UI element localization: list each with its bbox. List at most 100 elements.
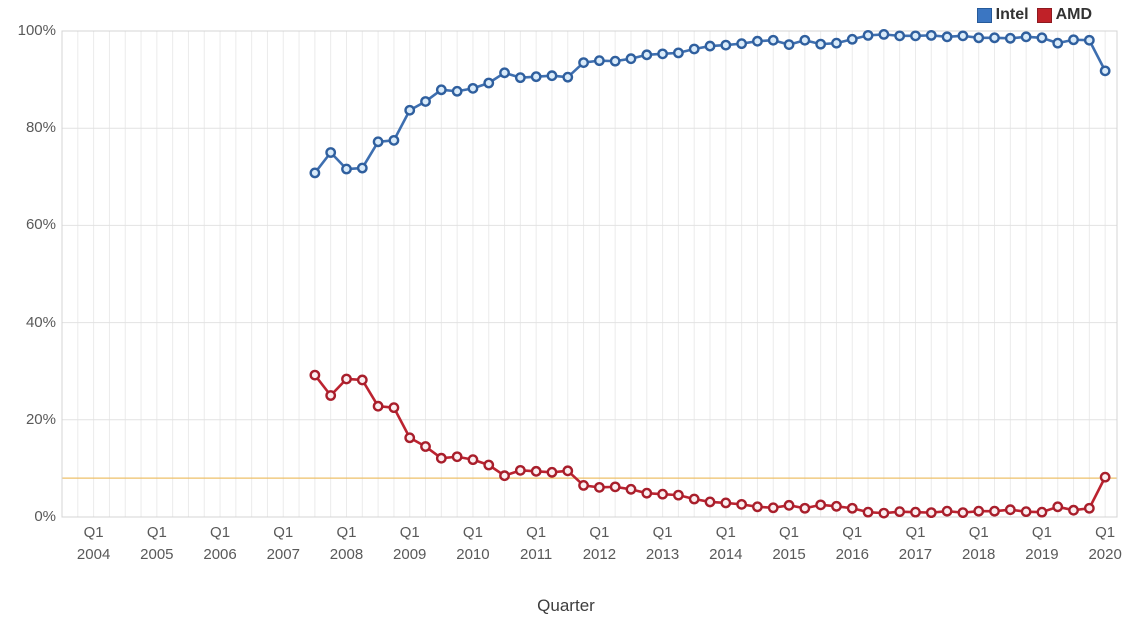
y-tick-label: 60% <box>25 216 56 234</box>
y-tick-label: 100% <box>17 22 56 39</box>
amd-marker <box>815 499 827 511</box>
intel-marker <box>989 32 1000 44</box>
intel-marker <box>910 30 921 42</box>
amd-marker <box>688 493 700 505</box>
amd-marker <box>609 481 621 493</box>
intel-marker <box>356 162 368 174</box>
x-tick-label: Q1 2014 <box>709 524 743 563</box>
amd-marker <box>1099 471 1111 483</box>
intel-marker <box>499 67 510 79</box>
amd-marker <box>1068 504 1079 516</box>
amd-marker <box>657 488 668 500</box>
amd-marker <box>578 480 589 491</box>
y-tick-label: 0% <box>34 508 56 525</box>
x-tick-label: Q1 2018 <box>962 524 996 563</box>
amd-marker <box>720 497 732 509</box>
intel-marker <box>562 71 574 83</box>
intel-marker <box>325 147 337 158</box>
intel-marker <box>609 55 621 67</box>
x-tick-label: Q1 2016 <box>835 524 869 563</box>
legend-item-intel[interactable]: Intel <box>976 6 1029 24</box>
amd-marker <box>341 373 352 385</box>
intel-marker <box>514 72 526 84</box>
x-axis-title: Quarter <box>537 596 595 615</box>
amd-marker <box>435 452 447 464</box>
intel-marker <box>435 84 447 96</box>
intel-marker <box>957 30 969 42</box>
intel-marker <box>815 38 827 50</box>
amd-marker <box>673 489 684 501</box>
intel-marker <box>404 104 416 116</box>
amd-marker <box>973 505 985 517</box>
intel-swatch-icon <box>976 7 992 23</box>
intel-marker <box>483 77 495 89</box>
x-tick-label: Q1 2017 <box>898 524 933 563</box>
intel-marker <box>530 71 542 83</box>
x-tick-label: Q1 2010 <box>456 524 490 563</box>
amd-marker <box>483 459 495 471</box>
legend-label-amd: AMD <box>1055 6 1092 23</box>
intel-marker <box>767 34 779 46</box>
amd-marker <box>799 502 811 514</box>
amd-marker <box>420 441 431 452</box>
amd-marker <box>325 390 337 401</box>
amd-marker <box>862 506 874 518</box>
intel-marker <box>799 34 811 46</box>
amd-marker <box>593 481 605 493</box>
amd-marker <box>451 451 463 463</box>
intel-marker <box>862 29 874 41</box>
amd-marker <box>704 496 716 508</box>
x-tick-label: Q1 2015 <box>772 524 806 563</box>
intel-marker <box>704 40 716 52</box>
intel-marker <box>973 32 985 44</box>
x-tick-label: Q1 2013 <box>645 524 680 563</box>
amd-marker <box>309 369 321 381</box>
x-tick-label: Q1 2007 <box>266 524 300 563</box>
x-tick-label: Q1 2009 <box>393 524 427 563</box>
intel-marker <box>625 53 637 65</box>
intel-marker <box>783 39 795 51</box>
amd-marker <box>625 483 637 495</box>
x-tick-label: Q1 2004 <box>76 524 111 563</box>
amd-marker <box>467 454 479 466</box>
intel-marker <box>420 96 431 107</box>
amd-marker <box>941 505 953 517</box>
intel-marker <box>1020 31 1032 43</box>
amd-marker <box>1083 502 1095 514</box>
amd-marker <box>641 487 653 499</box>
amd-marker <box>846 502 858 514</box>
amd-marker <box>910 506 921 518</box>
intel-marker <box>657 48 668 60</box>
amd-marker <box>831 500 842 512</box>
legend-label-intel: Intel <box>995 6 1029 23</box>
intel-marker <box>341 163 352 175</box>
intel-marker <box>846 33 858 45</box>
amd-marker <box>736 498 748 510</box>
intel-marker <box>451 85 463 97</box>
amd-marker <box>530 465 542 477</box>
intel-marker <box>831 37 842 49</box>
y-tick-label: 20% <box>25 410 56 428</box>
amd-marker <box>514 464 526 476</box>
intel-marker <box>546 70 558 82</box>
x-tick-label: Q1 2012 <box>582 524 617 563</box>
intel-marker <box>941 31 953 43</box>
amd-marker <box>894 506 906 518</box>
amd-marker <box>499 470 510 482</box>
amd-marker <box>562 465 574 477</box>
amd-marker <box>1052 501 1064 513</box>
intel-marker <box>593 55 605 67</box>
intel-marker <box>1052 37 1064 49</box>
amd-marker <box>1036 506 1048 518</box>
x-tick-label: Q1 2011 <box>520 524 553 563</box>
intel-marker <box>1083 34 1095 46</box>
intel-marker <box>673 47 684 59</box>
intel-marker <box>878 29 890 40</box>
intel-marker <box>720 39 732 51</box>
x-tick-label: Q1 2019 <box>1025 524 1059 563</box>
y-tick-label: 40% <box>25 313 56 331</box>
intel-marker <box>467 82 479 94</box>
intel-marker <box>894 30 906 42</box>
legend-item-amd[interactable]: AMD <box>1036 6 1092 24</box>
